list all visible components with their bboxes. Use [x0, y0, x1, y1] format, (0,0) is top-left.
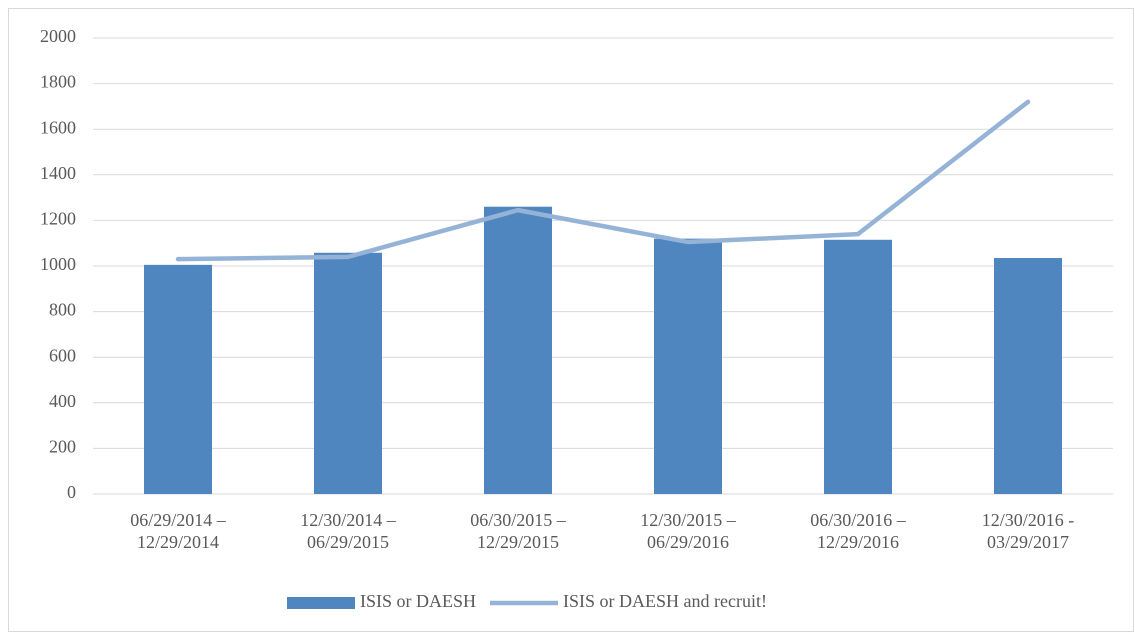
x-tick-label: 06/30/2016 – 12/29/2016 [810, 510, 906, 552]
y-tick-label: 800 [49, 300, 76, 320]
y-tick-label: 1200 [40, 209, 76, 229]
chart-border [8, 8, 1134, 632]
bar [484, 206, 552, 494]
y-tick-label: 1400 [40, 163, 76, 183]
y-tick-label: 200 [49, 437, 76, 457]
legend-swatch [287, 597, 355, 609]
x-tick-label: 12/30/2015 – 06/29/2016 [640, 510, 736, 552]
y-tick-label: 600 [49, 345, 76, 365]
bar [144, 264, 212, 494]
legend-label: ISIS or DAESH and recruit! [563, 591, 767, 611]
x-tick-label: 06/30/2015 – 12/29/2015 [470, 510, 566, 552]
y-tick-label: 1800 [40, 72, 76, 92]
legend-label: ISIS or DAESH [360, 591, 476, 611]
x-tick-label: 12/30/2014 – 06/29/2015 [300, 510, 396, 552]
bar [314, 252, 382, 494]
bar [824, 239, 892, 494]
bar [654, 238, 722, 494]
y-tick-label: 2000 [40, 26, 76, 46]
y-tick-label: 1600 [40, 117, 76, 137]
bar [994, 258, 1062, 494]
y-tick-label: 1000 [40, 254, 76, 274]
x-tick-label: 12/30/2016 - 03/29/2017 [981, 510, 1075, 552]
x-tick-label: 06/29/2014 – 12/29/2014 [130, 510, 226, 552]
y-tick-label: 0 [67, 482, 76, 502]
line [175, 99, 1031, 262]
y-tick-label: 400 [49, 391, 76, 411]
